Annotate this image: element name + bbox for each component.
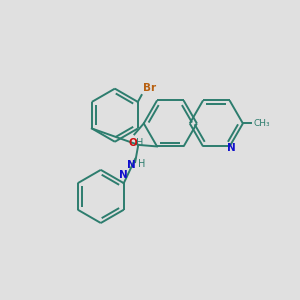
- Text: N: N: [227, 143, 236, 153]
- Text: H: H: [136, 137, 144, 148]
- Text: Br: Br: [142, 83, 156, 94]
- Text: H: H: [138, 159, 146, 169]
- Text: N: N: [127, 160, 136, 170]
- Text: CH₃: CH₃: [253, 119, 270, 128]
- Text: N: N: [119, 170, 128, 180]
- Text: O: O: [128, 137, 137, 148]
